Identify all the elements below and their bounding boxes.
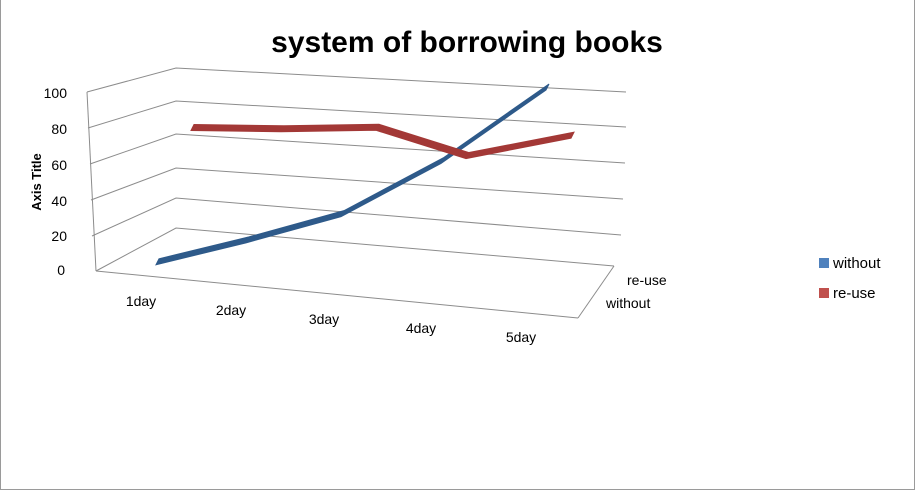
y-tick-label: 80 [51, 121, 67, 137]
x-tick-label: 2day [216, 302, 246, 318]
x-tick-label: 3day [309, 311, 339, 327]
legend-label: re-use [833, 285, 876, 302]
depth-tick-labels: re-use without [605, 272, 667, 311]
legend-swatch [819, 258, 829, 268]
y-tick-label: 60 [51, 157, 67, 173]
y-axis-line [86, 91, 97, 272]
legend-item-re-use: re-use [819, 285, 876, 302]
depth-tick-label: without [605, 295, 650, 311]
axes [86, 91, 615, 319]
gridlines [86, 67, 627, 272]
series-ribbon-re-use [190, 123, 575, 160]
depth-axis-line [577, 265, 615, 319]
y-tick-label: 100 [44, 85, 68, 101]
y-tick-label: 40 [51, 193, 67, 209]
gridline [87, 100, 627, 129]
x-axis-line [95, 270, 579, 319]
y-tick-label: 0 [57, 262, 65, 278]
legend: without re-use [819, 255, 881, 302]
gridline [91, 197, 622, 237]
series-ribbon-without [155, 83, 550, 266]
depth-tick-label: re-use [627, 272, 667, 288]
legend-swatch [819, 288, 829, 298]
gridline [90, 167, 624, 201]
x-tick-labels: 1day 2day 3day 4day 5day [126, 293, 536, 345]
legend-item-without: without [819, 255, 881, 272]
y-tick-label: 20 [51, 228, 67, 244]
x-tick-label: 4day [406, 320, 436, 336]
series-ribbons [155, 83, 575, 266]
y-axis-title: Axis Title [29, 153, 44, 211]
gridline [95, 227, 615, 272]
gridline [86, 67, 627, 93]
x-tick-label: 1day [126, 293, 156, 309]
legend-label: without [832, 255, 881, 272]
chart-title: system of borrowing books [271, 26, 663, 59]
y-tick-labels: 0 20 40 60 80 100 [44, 85, 68, 278]
x-tick-label: 5day [506, 329, 536, 345]
